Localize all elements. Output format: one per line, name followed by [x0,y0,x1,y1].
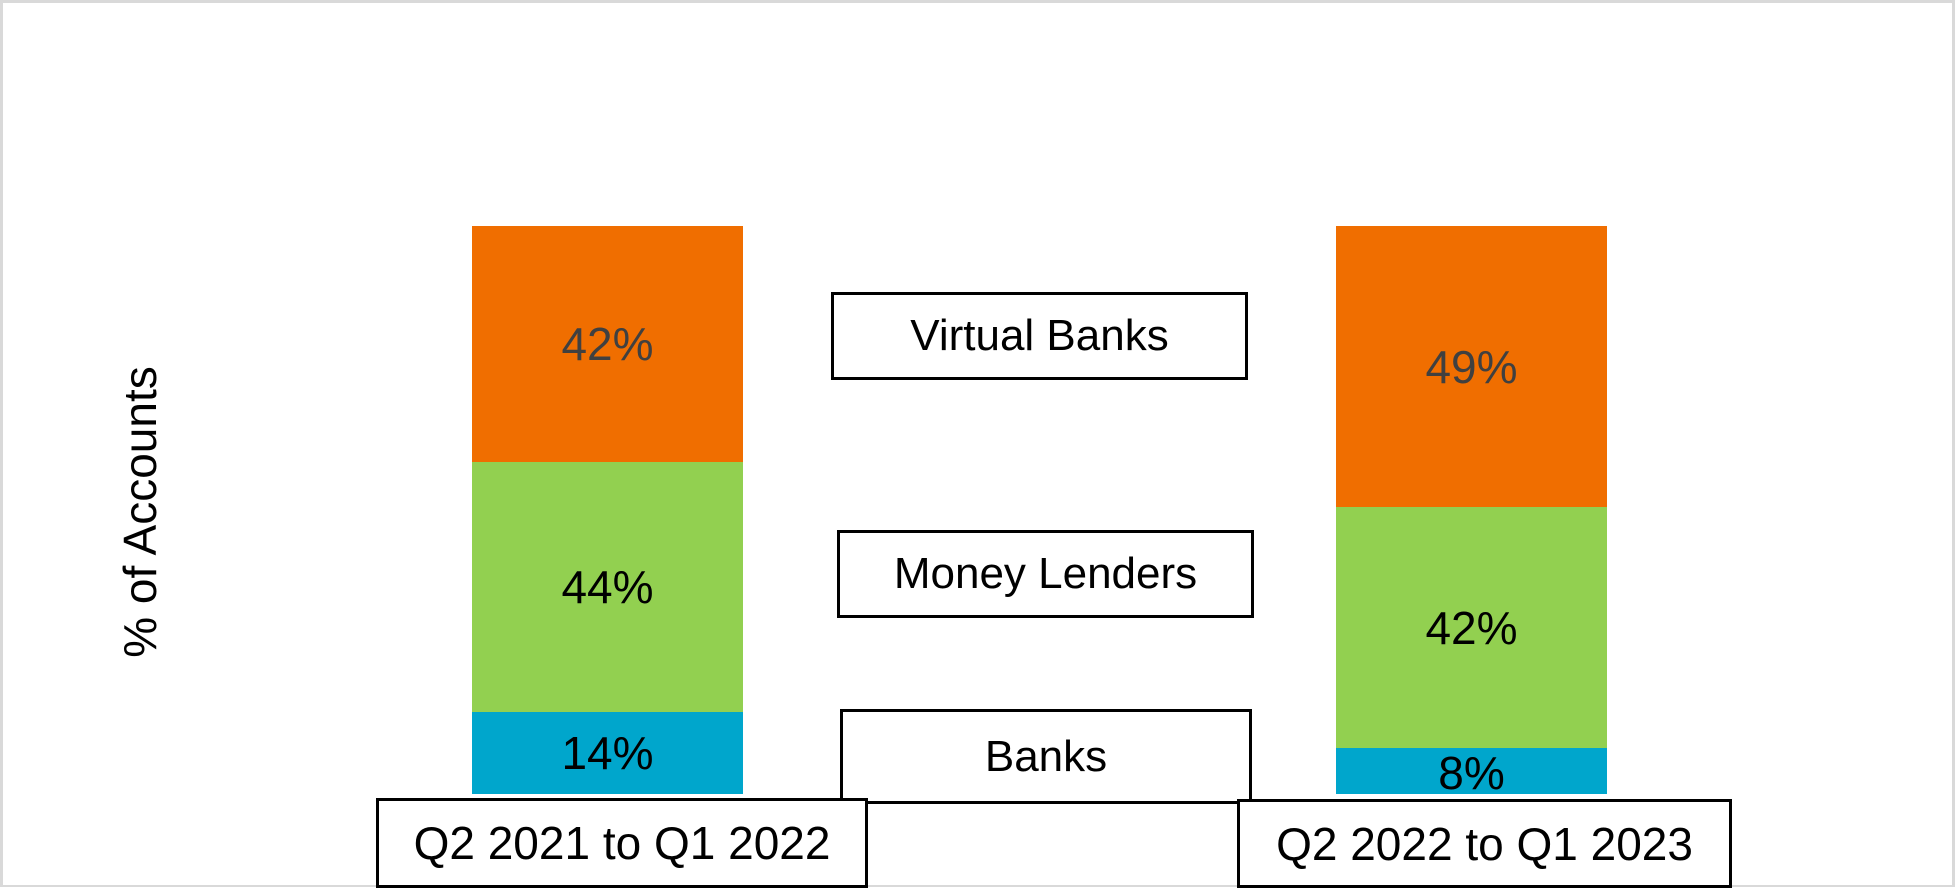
segment-money-lenders: 44% [472,462,743,712]
segment-banks: 8% [1336,747,1607,799]
legend-virtual-banks: Virtual Banks [831,292,1248,380]
category-text: Q2 2021 to Q1 2022 [413,817,831,869]
data-label: 8% [1438,747,1505,799]
category-label-left: Q2 2021 to Q1 2022 [376,798,868,888]
legend-label: Money Lenders [893,549,1198,598]
data-label: 44% [561,561,654,613]
legend-label: Banks [984,731,1108,781]
category-label-right: Q2 2022 to Q1 2023 [1237,799,1732,888]
data-label: 42% [1425,601,1518,654]
category-text: Q2 2022 to Q1 2023 [1276,817,1693,870]
y-axis-label: % of Accounts [114,366,166,658]
data-label: 42% [561,318,654,370]
segment-banks: 14% [472,712,743,794]
bar-q2-2022-q1-2023: 49% 42% 8% [1336,226,1607,799]
data-label: 14% [561,727,654,779]
segment-virtual-banks: 49% [1336,226,1607,507]
legend-label: Virtual Banks [910,311,1169,360]
segment-money-lenders: 42% [1336,507,1607,748]
segment-virtual-banks: 42% [472,226,743,462]
legend-banks: Banks [840,709,1252,804]
data-label: 49% [1425,340,1518,393]
legend-money-lenders: Money Lenders [837,530,1254,618]
bar-q2-2021-q1-2022: 42% 44% 14% [472,226,743,794]
